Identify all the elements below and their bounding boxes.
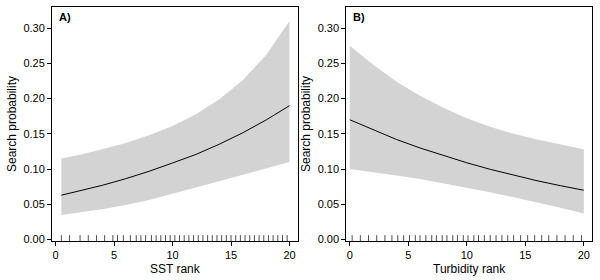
svg-text:0.10: 0.10	[23, 163, 44, 175]
svg-text:0.30: 0.30	[23, 22, 44, 34]
svg-text:15: 15	[225, 249, 237, 261]
svg-text:Search probability: Search probability	[299, 76, 313, 172]
svg-text:A): A)	[59, 11, 71, 23]
svg-text:0.20: 0.20	[23, 92, 44, 104]
svg-text:0.05: 0.05	[318, 198, 339, 210]
svg-text:0.00: 0.00	[318, 233, 339, 245]
svg-text:0.05: 0.05	[23, 198, 44, 210]
svg-text:Turbidity rank: Turbidity rank	[433, 262, 506, 276]
svg-text:0.25: 0.25	[318, 57, 339, 69]
svg-text:10: 10	[461, 249, 473, 261]
svg-text:0.15: 0.15	[318, 128, 339, 140]
svg-text:20: 20	[578, 249, 590, 261]
svg-text:5: 5	[405, 249, 411, 261]
svg-text:B): B)	[353, 11, 365, 23]
svg-text:0.30: 0.30	[318, 22, 339, 34]
svg-text:0.00: 0.00	[23, 233, 44, 245]
svg-text:Search probability: Search probability	[5, 76, 19, 172]
svg-text:SST rank: SST rank	[150, 262, 201, 276]
svg-text:5: 5	[111, 249, 117, 261]
svg-text:20: 20	[283, 249, 295, 261]
svg-text:0: 0	[347, 249, 353, 261]
svg-text:0.25: 0.25	[23, 57, 44, 69]
svg-text:0: 0	[52, 249, 58, 261]
svg-text:10: 10	[166, 249, 178, 261]
svg-text:0.20: 0.20	[318, 92, 339, 104]
svg-text:0.10: 0.10	[318, 163, 339, 175]
svg-text:0.15: 0.15	[23, 128, 44, 140]
svg-text:15: 15	[519, 249, 531, 261]
